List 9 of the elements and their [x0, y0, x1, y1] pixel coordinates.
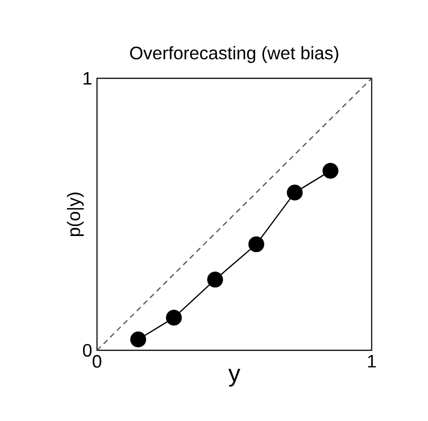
point	[322, 162, 338, 179]
point	[248, 236, 264, 252]
point	[166, 310, 182, 326]
point	[286, 184, 303, 201]
chart-title: Overforecasting (wet bias)	[130, 46, 338, 63]
y-axis-title: p(o|y)	[66, 192, 84, 236]
x-axis-title: y	[228, 368, 240, 387]
point	[130, 332, 146, 348]
point	[207, 272, 224, 288]
